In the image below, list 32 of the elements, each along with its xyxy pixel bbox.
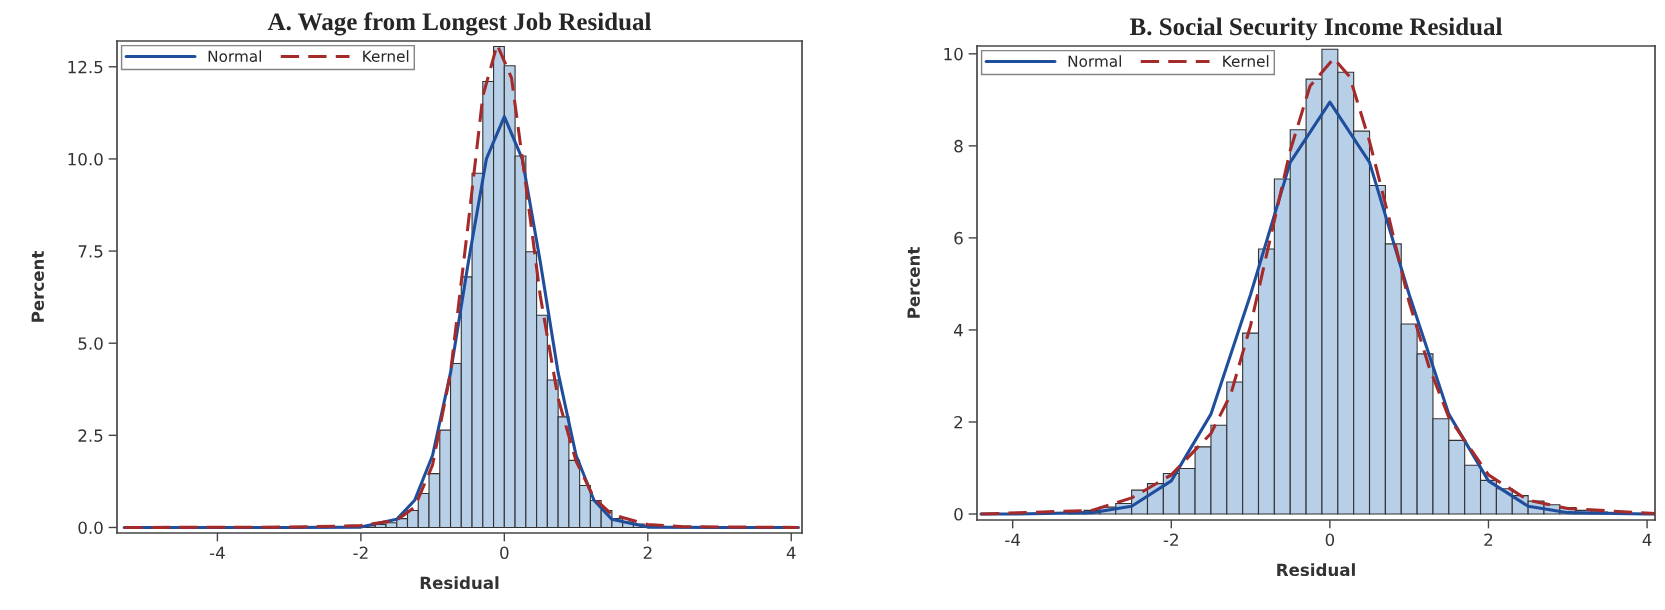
y-tick-label: 12.5: [68, 60, 103, 74]
y-tick-label: 5.0: [78, 337, 103, 350]
y-tick-label: 2.5: [78, 429, 103, 442]
chart-title: A. Wage from Longest Job Residual: [267, 12, 651, 36]
legend-label: Normal: [1068, 55, 1121, 67]
y-tick-label: 0: [954, 507, 963, 521]
x-axis-title: Residual: [420, 576, 499, 590]
y-tick-label: 6: [954, 231, 963, 245]
chart-title: B. Social Security Income Residual: [1129, 17, 1503, 41]
legend-label: Kernel: [363, 50, 409, 62]
x-axis-title: Residual: [1277, 563, 1355, 577]
y-tick-label: 8: [954, 139, 963, 153]
y-axis-title: Percent: [907, 247, 920, 318]
y-tick-label: 0.0: [78, 521, 103, 535]
x-tick-label: 4: [786, 546, 796, 559]
x-tick-label: 0: [1325, 533, 1335, 547]
y-tick-label: 2: [954, 415, 963, 429]
legend-label: Kernel: [1223, 55, 1269, 67]
x-tick-label: -4: [1005, 533, 1021, 546]
y-tick-label: 10: [944, 47, 963, 61]
legend-label: Normal: [208, 50, 261, 62]
y-axis-title: Percent: [31, 251, 45, 322]
y-tick-label: 7.5: [78, 245, 103, 258]
x-tick-label: 0: [500, 546, 509, 560]
x-tick-label: 4: [1642, 533, 1652, 546]
x-tick-label: 2: [1484, 533, 1493, 546]
x-tick-label: 2: [643, 546, 652, 559]
x-tick-label: -2: [353, 546, 368, 559]
x-tick-label: -4: [209, 546, 225, 559]
x-tick-label: -2: [1163, 533, 1178, 546]
y-tick-label: 10.0: [68, 152, 103, 166]
y-tick-label: 4: [954, 324, 963, 337]
